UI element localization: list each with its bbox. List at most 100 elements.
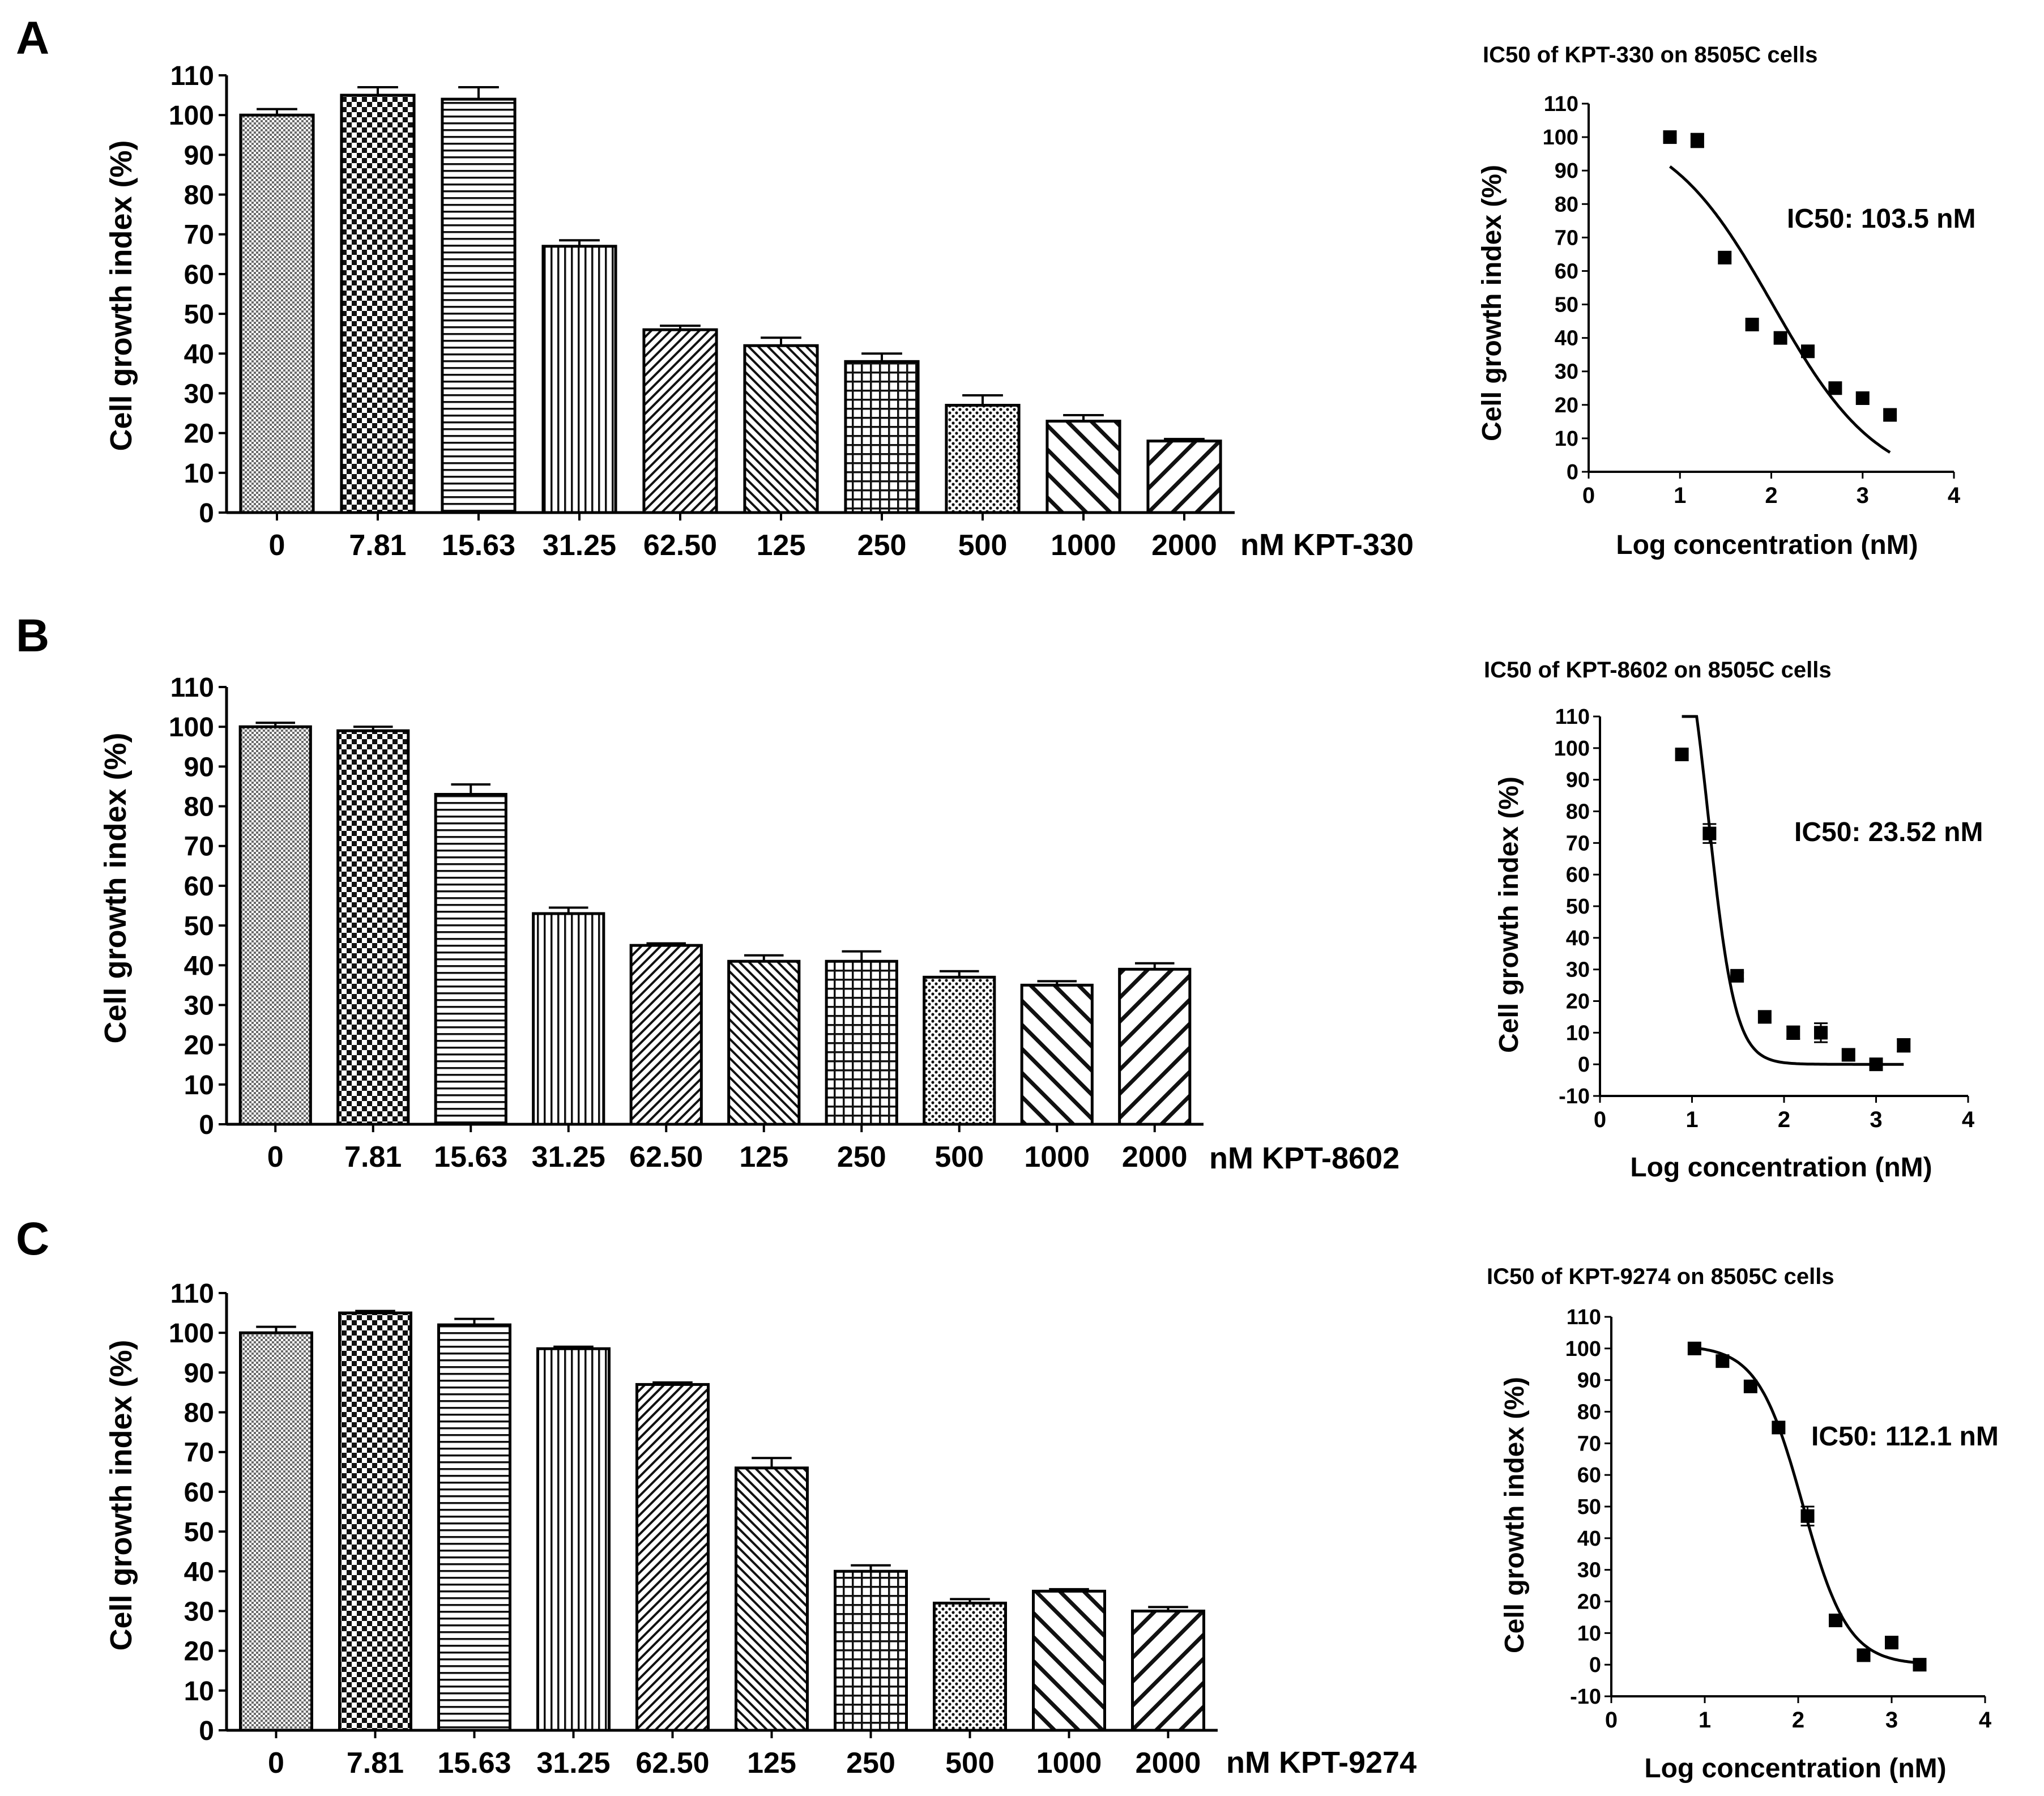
y-tick-label: 50: [184, 911, 214, 941]
x-tick-label: 7.81: [347, 1747, 404, 1780]
data-point: [1841, 1048, 1855, 1062]
data-point: [1687, 1341, 1701, 1355]
y-tick-label: 110: [170, 1279, 214, 1309]
y-tick-label: 0: [1578, 1053, 1590, 1077]
bar-500: [933, 1601, 1007, 1732]
x-tick-label: 0: [268, 1747, 284, 1780]
x-tick-label: 1000: [1024, 1141, 1090, 1174]
x-tick-label: 4: [1948, 483, 1961, 508]
ic50-a-title: IC50 of KPT-330 on 8505C cells: [1483, 42, 1817, 67]
y-tick-label: 30: [1555, 360, 1578, 384]
x-tick-label: 62.50: [629, 1141, 703, 1174]
data-point: [1757, 1010, 1772, 1024]
ic50-c-title: IC50 of KPT-9274 on 8505C cells: [1487, 1264, 1834, 1289]
bar-1000: [1020, 983, 1094, 1126]
y-tick-label: 0: [199, 498, 214, 528]
data-point: [1718, 250, 1732, 265]
y-tick-label: 70: [184, 1438, 214, 1468]
bar-15.63: [434, 792, 507, 1126]
x-tick-label: 0: [269, 529, 285, 562]
y-tick-label: 100: [169, 101, 214, 131]
y-tick-label: -10: [1559, 1085, 1590, 1108]
data-point: [1829, 1614, 1842, 1627]
y-tick-label: 10: [1577, 1622, 1601, 1645]
y-tick-label: 30: [1566, 958, 1590, 982]
y-tick-label: 40: [1577, 1527, 1601, 1551]
y-tick-label: 80: [1577, 1401, 1601, 1424]
bar-62.50: [629, 944, 703, 1126]
y-tick-label: 100: [169, 1319, 214, 1349]
bar-c-ylabel: Cell growth index (%): [104, 1339, 138, 1650]
bar-c-xlabel: nM KPT-9274: [1226, 1746, 1416, 1780]
x-tick-label: 1: [1685, 1107, 1698, 1132]
x-tick-label: 0: [1594, 1107, 1606, 1132]
y-tick-label: 70: [1577, 1432, 1601, 1456]
bar-2000: [1131, 1609, 1205, 1732]
y-tick-label: 30: [1577, 1559, 1601, 1582]
bar-500: [923, 975, 996, 1126]
y-tick-label: 110: [170, 673, 214, 703]
data-point: [1743, 1379, 1757, 1393]
data-point: [1702, 826, 1717, 841]
y-tick-label: 20: [184, 419, 214, 449]
ic50-c-annotation: IC50: 112.1 nM: [1811, 1422, 1999, 1452]
y-tick-label: 20: [184, 1031, 214, 1061]
fit-curve: [1694, 1346, 1920, 1665]
ic50-b-xlabel: Log concentration (nM): [1630, 1153, 1932, 1183]
x-tick-label: 15.63: [442, 529, 515, 562]
bar-250: [844, 360, 920, 514]
bar-a-xlabel: nM KPT-330: [1240, 528, 1414, 562]
y-tick-label: 40: [184, 951, 214, 981]
x-tick-label: 3: [1870, 1107, 1882, 1132]
bar-2000: [1146, 440, 1222, 514]
ic50-c-ylabel: Cell growth index (%): [1500, 1377, 1530, 1653]
bar-b-xlabel: nM KPT-8602: [1209, 1141, 1399, 1175]
bar-31.25: [532, 912, 605, 1126]
data-point: [1801, 344, 1815, 359]
y-tick-label: 90: [184, 140, 214, 170]
bar-chart-kpt-8602: 0 10 20 30 40 50 60 70 80 90 100 110 0 7.81 15.63 31.25…: [169, 673, 1204, 1174]
data-point: [1857, 1648, 1871, 1662]
data-point: [1814, 1026, 1828, 1040]
ic50-a-annotation: IC50: 103.5 nM: [1787, 204, 1975, 234]
y-tick-label: 100: [169, 713, 214, 743]
bar-chart-kpt-330: 0 10 20 30 40 50 60 70 80 90 100 110 0 7.81 15.63 31.25…: [169, 61, 1235, 562]
y-tick-label: 10: [184, 1676, 214, 1707]
x-tick-label: 250: [846, 1747, 895, 1780]
ic50-b-title: IC50 of KPT-8602 on 8505C cells: [1484, 658, 1832, 682]
data-point: [1675, 748, 1689, 761]
y-tick-label: -10: [1570, 1685, 1601, 1709]
ic50-a-ylabel: Cell growth index (%): [1477, 165, 1507, 441]
x-tick-label: 0: [1605, 1708, 1618, 1733]
y-tick-label: 100: [1554, 737, 1590, 761]
bar-62.50: [642, 328, 718, 514]
bar-15.63: [437, 1323, 511, 1732]
bar-2000: [1118, 967, 1192, 1126]
x-tick-label: 2000: [1151, 529, 1217, 562]
x-tick-label: 1: [1699, 1708, 1711, 1733]
y-tick-label: 80: [184, 181, 214, 211]
x-tick-label: 0: [267, 1141, 284, 1174]
y-tick-label: 30: [184, 379, 214, 409]
x-tick-label: 4: [1962, 1107, 1975, 1132]
data-point: [1869, 1057, 1883, 1072]
x-tick-label: 7.81: [349, 529, 406, 562]
y-tick-label: 70: [1566, 831, 1590, 855]
panel-label-a: A: [16, 12, 49, 64]
y-tick-label: 0: [1567, 460, 1578, 484]
y-tick-label: 40: [184, 339, 214, 369]
x-tick-label: 31.25: [532, 1141, 605, 1174]
y-tick-label: 50: [1577, 1495, 1601, 1519]
data-point: [1897, 1038, 1911, 1052]
bar-0: [239, 113, 315, 514]
y-tick-label: 60: [1555, 259, 1578, 283]
bar-31.25: [536, 1347, 611, 1732]
bar-1000: [1032, 1589, 1106, 1732]
y-tick-label: 70: [184, 832, 214, 862]
data-point: [1772, 1420, 1786, 1435]
data-point: [1883, 408, 1897, 422]
data-point: [1730, 969, 1744, 983]
bar-62.50: [635, 1383, 710, 1732]
x-tick-label: 31.25: [543, 529, 616, 562]
